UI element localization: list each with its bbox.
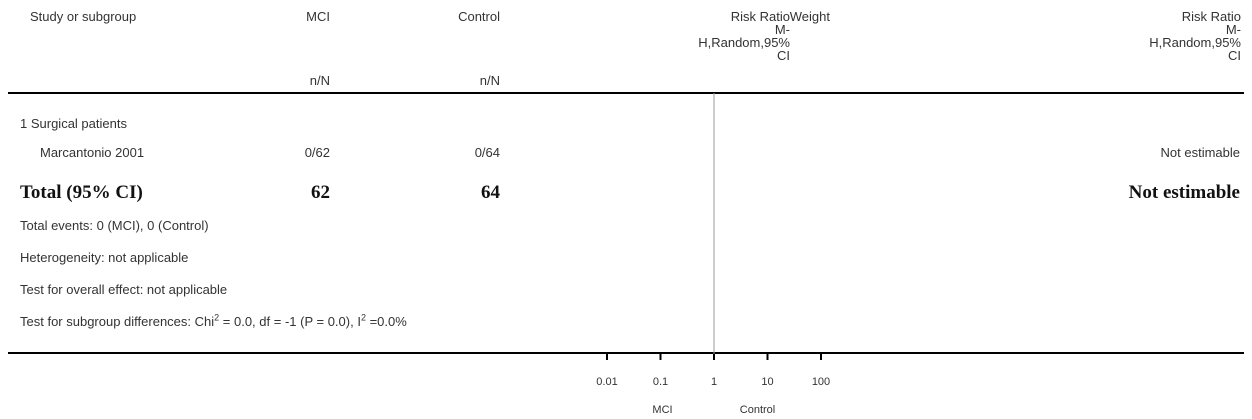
header-weight: Weight (789, 9, 830, 24)
x-tick-label: 0.01 (596, 376, 617, 388)
header-risk-ratio-2-line3: H,Random,95% (1149, 35, 1241, 50)
footer-rule (8, 352, 1244, 354)
study-mci: 0/62 (304, 145, 330, 160)
header-rule (8, 92, 1244, 94)
header-risk-ratio-2-line1: Risk Ratio (1181, 9, 1241, 24)
header-risk-ratio-line2: M- (774, 22, 790, 37)
header-risk-ratio-2-line4: CI (1228, 48, 1241, 63)
total-mci: 62 (311, 182, 330, 203)
header-risk-ratio-line1: Risk Ratio (730, 9, 790, 24)
header-mci-nn: n/N (309, 73, 330, 88)
total-control: 64 (481, 182, 500, 203)
total-estimate: Not estimable (1128, 182, 1240, 203)
x-tick-label: 10 (761, 376, 773, 388)
favours-left-label: MCI (652, 404, 672, 416)
study-name: Marcantonio 2001 (40, 145, 145, 160)
x-tick-label: 1 (711, 376, 717, 388)
header-control: Control (458, 9, 500, 24)
note-subgroup-end: =0.0% (365, 314, 407, 329)
header-risk-ratio: Risk Ratio M- H,Random,95% CI (650, 10, 790, 63)
header-study: Study or subgroup (30, 9, 137, 24)
favours-right-label: Control (740, 404, 775, 416)
x-tick-label: 0.1 (653, 376, 668, 388)
i-superscript: 2 (360, 312, 366, 323)
note-subgroup-prefix: Test for subgroup differences: Chi (20, 314, 215, 329)
note-heterogeneity: Heterogeneity: not applicable (20, 250, 189, 265)
note-overall-effect: Test for overall effect: not applicable (20, 282, 228, 297)
header-control-nn: n/N (479, 73, 500, 88)
subgroup-title: 1 Surgical patients (20, 116, 127, 131)
header-risk-ratio-2-line2: M- (1225, 22, 1241, 37)
note-subgroup-mid: = 0.0, df = -1 (P = 0.0), I (219, 314, 361, 329)
total-label: Total (95% CI) (20, 182, 143, 203)
note-events: Total events: 0 (MCI), 0 (Control) (20, 218, 209, 233)
header-risk-ratio-line4: CI (777, 48, 790, 63)
note-subgroup-differences: Test for subgroup differences: Chi2 = 0.… (20, 312, 407, 329)
study-estimate: Not estimable (1160, 145, 1240, 160)
x-tick-label: 100 (812, 376, 830, 388)
header-risk-ratio-2: Risk Ratio M- H,Random,95% CI (1100, 10, 1241, 63)
header-risk-ratio-line3: H,Random,95% (698, 35, 790, 50)
chi-superscript: 2 (214, 312, 220, 323)
study-control: 0/64 (474, 145, 500, 160)
header-mci: MCI (306, 9, 330, 24)
